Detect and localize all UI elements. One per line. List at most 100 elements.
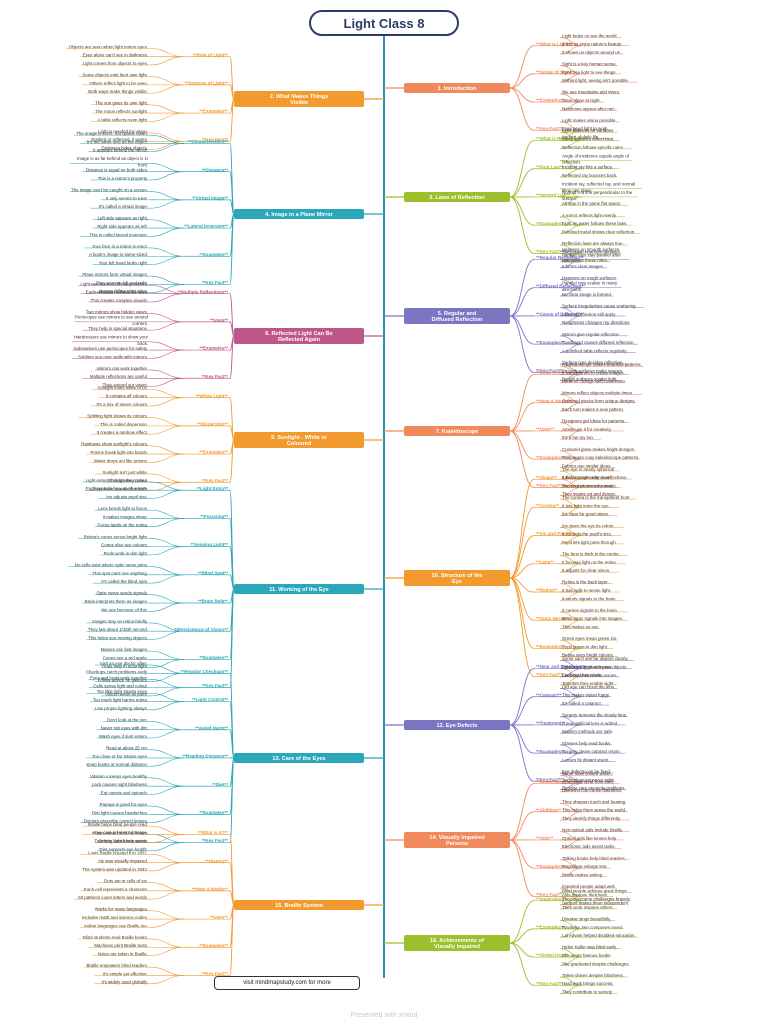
group-label: **Optic Nerve** [536, 616, 569, 621]
leaf-item: Prisms break light into bands. [90, 450, 148, 455]
connector [149, 918, 185, 928]
leaf-item: Roughness changes ray directions. [562, 320, 631, 325]
connector [509, 45, 535, 89]
leaf-item: Each turn makes a new pattern. [562, 407, 624, 412]
group-label: **What is it?** [536, 370, 567, 375]
leaf-item: Notes are taken in Braille. [98, 951, 148, 956]
topic-node[interactable]: 12. Eye Defects [404, 720, 510, 730]
leaf-item: Lal Advani helped disabled education. [562, 933, 636, 938]
connector [149, 842, 185, 852]
group-label: **Key Fact** [536, 368, 563, 373]
group-label: **White Light** [196, 393, 228, 398]
leaf-item: She graduated despite challenges. [562, 961, 630, 966]
group-label: **What is Reflection?** [536, 136, 586, 141]
leaf-item: 63 patterns cover letters and words. [78, 895, 148, 900]
group-label: **Regular Checkups** [181, 669, 229, 674]
footer-link[interactable]: visit mindmapstudy.com for more [214, 976, 360, 990]
central-topic: Light Class 8 [309, 10, 459, 36]
connector [149, 757, 185, 767]
group-label: **Uses** [210, 915, 228, 920]
topic-node[interactable]: 10. Structure of the Eye [404, 570, 510, 586]
leaf-item: Rough surfaces scatter light. [562, 377, 618, 382]
group-label: **Key Fact** [536, 672, 563, 677]
connector [149, 453, 185, 463]
topic-label: 2. What Makes Things Visible [270, 94, 328, 106]
leaf-item: Wash eyes if dust enters. [99, 734, 148, 739]
leaf-item: Dispersion reveals this truth. [93, 487, 148, 492]
leaf-item: Each part has a role. [562, 673, 603, 678]
group-label: **Examples** [536, 644, 565, 649]
connector [229, 546, 235, 590]
topic-node[interactable]: 1. Introduction [404, 83, 510, 93]
connector [149, 112, 185, 122]
topic-box [404, 308, 510, 324]
leaf-item: Splitting light shows its colours. [87, 414, 148, 419]
connector [509, 724, 535, 782]
group-label: **Global Icon** [536, 953, 568, 958]
leaf-item: Soldiers see over walls with mirrors. [78, 354, 148, 359]
topic-node[interactable]: 7. Kaleidoscope [404, 426, 510, 436]
connector [229, 425, 235, 441]
group-label: **Role of Light** [193, 52, 228, 57]
leaf-item: Indian languages use Braille too. [84, 923, 148, 928]
leaf-item: Vision needs all parts. [105, 692, 148, 697]
leaf-item: Surgery clears cataract vision. [562, 749, 621, 754]
leaf-item: They last about 1/16th second. [88, 627, 148, 632]
topic-node[interactable]: 16. Achievements of Visually Impaired [404, 935, 510, 951]
topic-node[interactable]: 4. Image in a Plane Mirror [234, 209, 364, 219]
topic-node[interactable]: 11. Working of the Eye [234, 584, 364, 594]
leaf-item: Glasses help read books. [562, 741, 612, 746]
leaf-item: Vitamin A keeps eyes healthy. [90, 774, 148, 779]
connector [149, 199, 185, 209]
topic-node[interactable]: 5. Regular and Diffused Reflection [404, 308, 510, 324]
leaf-item: It's widely used globally. [101, 980, 148, 985]
connector [509, 374, 535, 432]
leaf-item: No two patterns are same. [562, 483, 614, 488]
leaf-item: Iris gives the eye its colour. [562, 523, 615, 528]
leaf-item: Happens on rough surfaces. [562, 275, 617, 280]
leaf-item: It creates a rainbow effect. [97, 430, 148, 435]
leaf-item: Doctors prescribe correct lenses. [84, 819, 148, 824]
topic-label: 16. Achievements of Visually Impaired [430, 938, 484, 950]
leaf-item: Some have limited vision. [562, 771, 612, 776]
leaf-item: Blind people achieve great things. [562, 888, 628, 893]
leaf-item: Support makes them independent. [562, 901, 629, 906]
group-label: **Diffused Reflection** [536, 283, 585, 288]
topic-box [404, 832, 510, 848]
group-label: **Sensing Light** [190, 542, 228, 547]
connector [509, 506, 535, 579]
topic-box [234, 584, 364, 594]
leaf-item: Light can bounce off many mirrors. [80, 281, 148, 286]
leaf-item: Pupil lets light pass through. [562, 540, 617, 545]
group-label: **Treatment** [536, 721, 565, 726]
leaf-item: Non-optical aids include Braille. [562, 828, 623, 833]
group-label: **Cataract** [536, 692, 562, 697]
topic-node[interactable]: 14. Visually Impaired Persons [404, 832, 510, 848]
group-label: **Near and Far Vision** [536, 664, 586, 669]
connector [509, 928, 535, 944]
leaf-item: Mirrors use these rules. [562, 258, 608, 263]
leaf-item: Talent shines despite blindness. [562, 973, 624, 978]
leaf-item: Their work inspires others. [562, 905, 614, 910]
leaf-item: Multiple reflections are useful. [90, 374, 148, 379]
leaf-item: This is called lateral inversion. [89, 232, 148, 237]
leaf-item: Optical aids like lenses help. [562, 836, 617, 841]
group-label: **Reading Distance** [182, 754, 228, 759]
connector [149, 975, 185, 985]
topic-node[interactable]: 9. Sunlight - White or Coloured [234, 432, 364, 448]
topic-node[interactable]: 2. What Makes Things Visible [234, 91, 364, 107]
group-label: **Uses** [210, 317, 228, 322]
topic-node[interactable]: 13. Care of the Eyes [234, 753, 364, 763]
group-label: **What is it?** [198, 830, 229, 835]
leaf-item: Parallel rays stay parallel after reflect… [562, 252, 621, 263]
topic-node[interactable]: 6. Reflected Light Can Be Reflected Again [234, 328, 364, 344]
topic-node[interactable]: 3. Laws of Reflection [404, 192, 510, 202]
connector [509, 942, 535, 986]
connector [149, 834, 185, 844]
connector [149, 425, 185, 435]
group-label: **Focusing** [200, 514, 228, 519]
topic-node[interactable]: 15. Braille System [234, 900, 364, 910]
connector [509, 942, 535, 958]
leaf-item: Retina sees bright colours. [562, 653, 614, 658]
